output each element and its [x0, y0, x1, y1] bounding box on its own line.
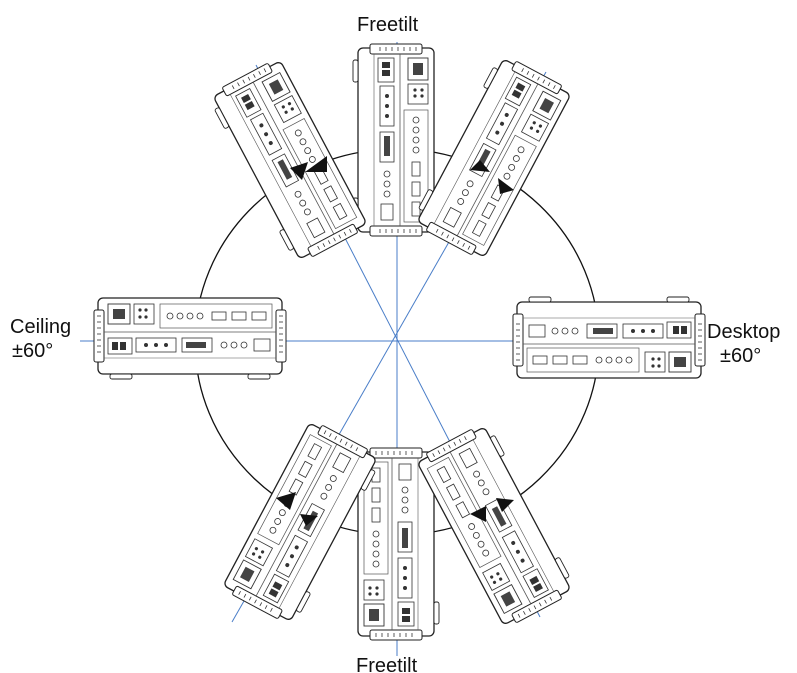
projector-upper-left-position — [206, 56, 370, 266]
arrow-marker-lower-left — [276, 492, 296, 510]
arrow-marker-upper-left-b — [290, 162, 308, 180]
angle-arrow-markers — [276, 156, 514, 526]
projector-lower-right-position — [414, 420, 578, 630]
desktop-range-label: ±60° — [720, 345, 762, 367]
ceiling-range-label: ±60° — [12, 340, 54, 362]
arrow-marker-lower-right-b — [496, 498, 514, 512]
ceiling-label: Ceiling — [10, 316, 72, 338]
desktop-label: Desktop — [707, 321, 781, 343]
arrow-marker-lower-left-b — [300, 514, 318, 526]
top-freetilt-label: Freetilt — [357, 14, 419, 36]
arrow-marker-upper-left — [305, 156, 327, 172]
projector-upper-right-position — [410, 52, 574, 262]
arrow-marker-lower-right — [470, 506, 486, 522]
arrow-marker-upper-right-b — [498, 178, 514, 194]
projector-ceiling-position — [93, 297, 287, 380]
arrow-marker-upper-right — [470, 160, 490, 172]
projector-desktop-position — [512, 296, 706, 379]
bottom-freetilt-label: Freetilt — [356, 655, 418, 673]
